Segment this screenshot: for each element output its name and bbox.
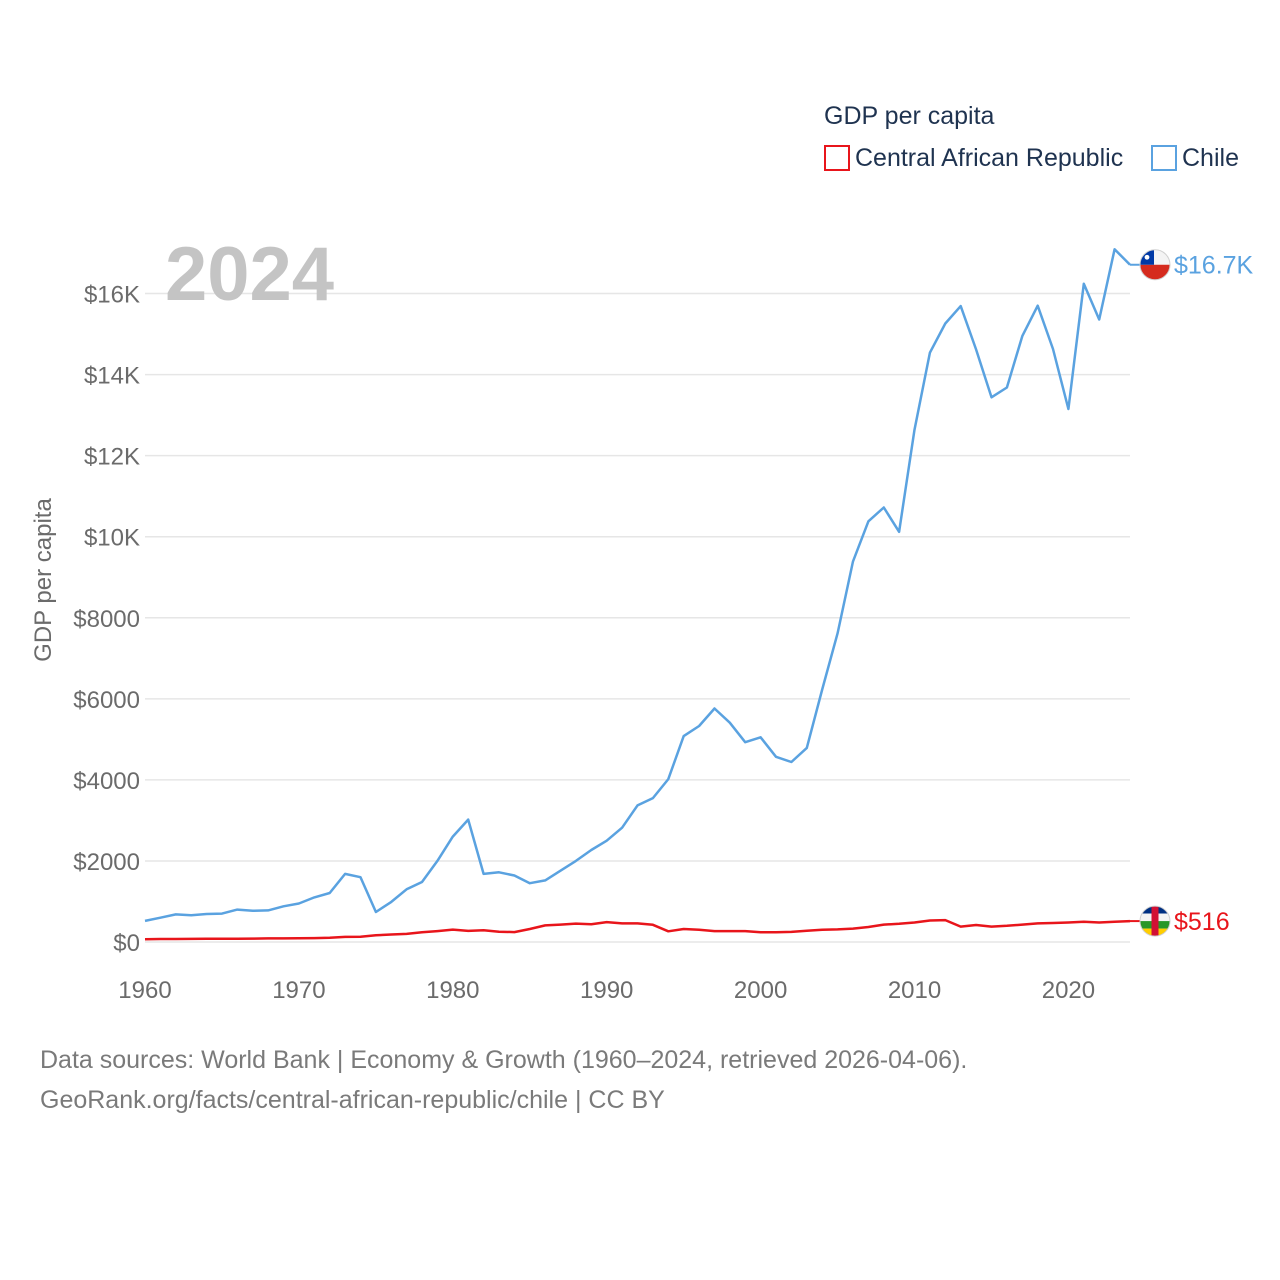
footer-sources: Data sources: World Bank | Economy & Gro…	[40, 1046, 968, 1074]
x-tick-label: 2020	[1042, 977, 1095, 1004]
chart: $0 $2000 $4000 $6000 $8000 $10K $12K $14K $16K 1…	[30, 102, 1254, 1004]
series-line-central-african-republic[interactable]	[144, 918, 1131, 941]
x-tick-label: 2000	[734, 977, 787, 1004]
end-value-central-african-republic: $516	[1174, 908, 1230, 936]
y-tick-label: $2000	[73, 849, 140, 876]
year-watermark: 2024	[165, 232, 334, 317]
x-tick-label: 1970	[272, 977, 325, 1004]
series-end-markers: $516 $16.7K	[1130, 249, 1254, 937]
y-tick-label: $12K	[84, 444, 140, 471]
y-tick-label: $16K	[84, 282, 140, 309]
y-tick-label: $0	[113, 930, 140, 957]
legend-title: GDP per capita	[824, 102, 995, 130]
y-tick-label: $14K	[84, 363, 140, 390]
y-axis-title: GDP per capita	[30, 498, 57, 662]
y-tick-label: $6000	[73, 687, 140, 714]
series-lines	[144, 248, 1131, 941]
legend-label-central-african-republic[interactable]: Central African Republic	[855, 144, 1123, 172]
x-axis-tick-labels: 1960 1970 1980 1990 2000 2010 2020	[118, 977, 1095, 1004]
x-tick-label: 1990	[580, 977, 633, 1004]
y-axis-tick-labels: $0 $2000 $4000 $6000 $8000 $10K $12K $14K $16K	[73, 282, 140, 957]
footer-attribution[interactable]: GeoRank.org/facts/central-african-republ…	[40, 1086, 665, 1114]
x-tick-label: 1980	[426, 977, 479, 1004]
y-tick-label: $4000	[73, 768, 140, 795]
series-line-chile[interactable]	[144, 248, 1131, 923]
y-tick-label: $8000	[73, 606, 140, 633]
end-value-chile: $16.7K	[1174, 252, 1254, 280]
central-african-republic-flag-icon	[1139, 905, 1171, 937]
legend-swatch-chile[interactable]	[1151, 145, 1177, 171]
y-tick-label: $10K	[84, 525, 140, 552]
x-tick-label: 1960	[118, 977, 171, 1004]
legend-label-chile[interactable]: Chile	[1182, 144, 1239, 172]
grid-lines	[145, 292, 1130, 943]
x-tick-label: 2010	[888, 977, 941, 1004]
chile-flag-icon	[1139, 249, 1171, 281]
legend: GDP per capita Central African Republic …	[824, 102, 1239, 172]
legend-swatch-central-african-republic[interactable]	[824, 145, 850, 171]
